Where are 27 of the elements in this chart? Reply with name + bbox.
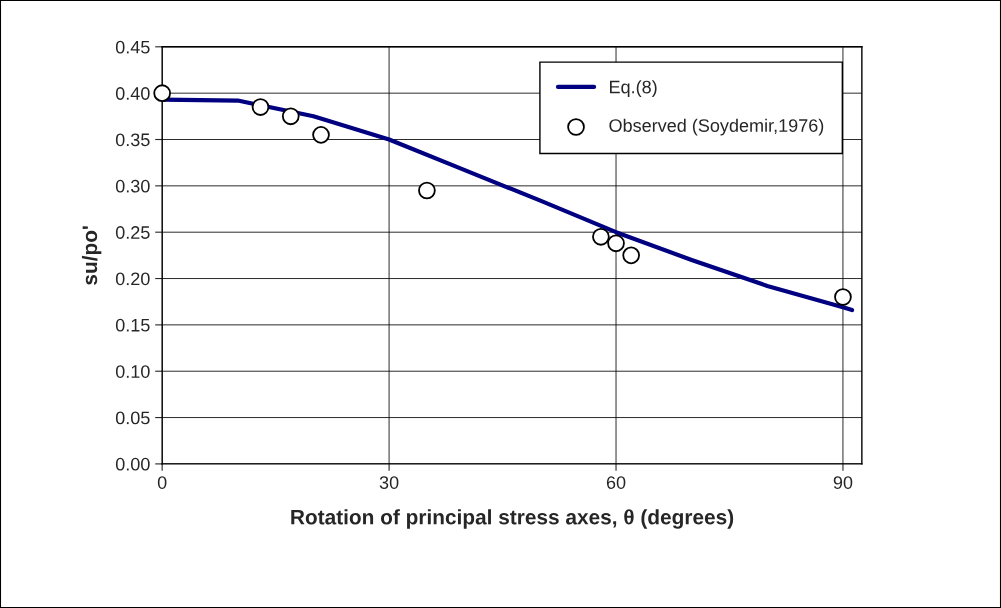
y-tick-label: 0.00 [115,457,150,471]
y-tick-label: 0.25 [115,226,150,239]
legend-label: Observed (Soydemir,1976) [609,118,824,136]
point [592,227,610,246]
x-tick-label: 90 [833,476,853,489]
point [312,126,330,144]
legend-label: Eq.(8) [610,80,657,97]
y-axis-title: su/po' [81,226,102,285]
x-axis-title: Rotation of principal stress axes, θ (degrees) [291,509,734,529]
x-tick-label: 30 [379,476,399,489]
point [153,84,171,102]
y-tick-label: 0.35 [115,133,150,147]
y-tick-label: 0.30 [115,179,150,193]
x-tick-label: 60 [606,476,626,489]
y-tick-label: 0.05 [115,411,150,425]
point [607,234,625,253]
y-tick-label: 0.45 [115,40,150,54]
y-tick-label: 0.40 [115,87,150,100]
point [281,107,300,126]
point [251,98,270,116]
y-tick-label: 0.10 [115,365,150,378]
point [622,246,640,265]
point [834,288,852,306]
x-tick-label: 0 [157,476,167,489]
y-tick-label: 0.15 [115,318,150,332]
y-tick-label: 0.20 [115,272,150,286]
point [418,181,436,200]
